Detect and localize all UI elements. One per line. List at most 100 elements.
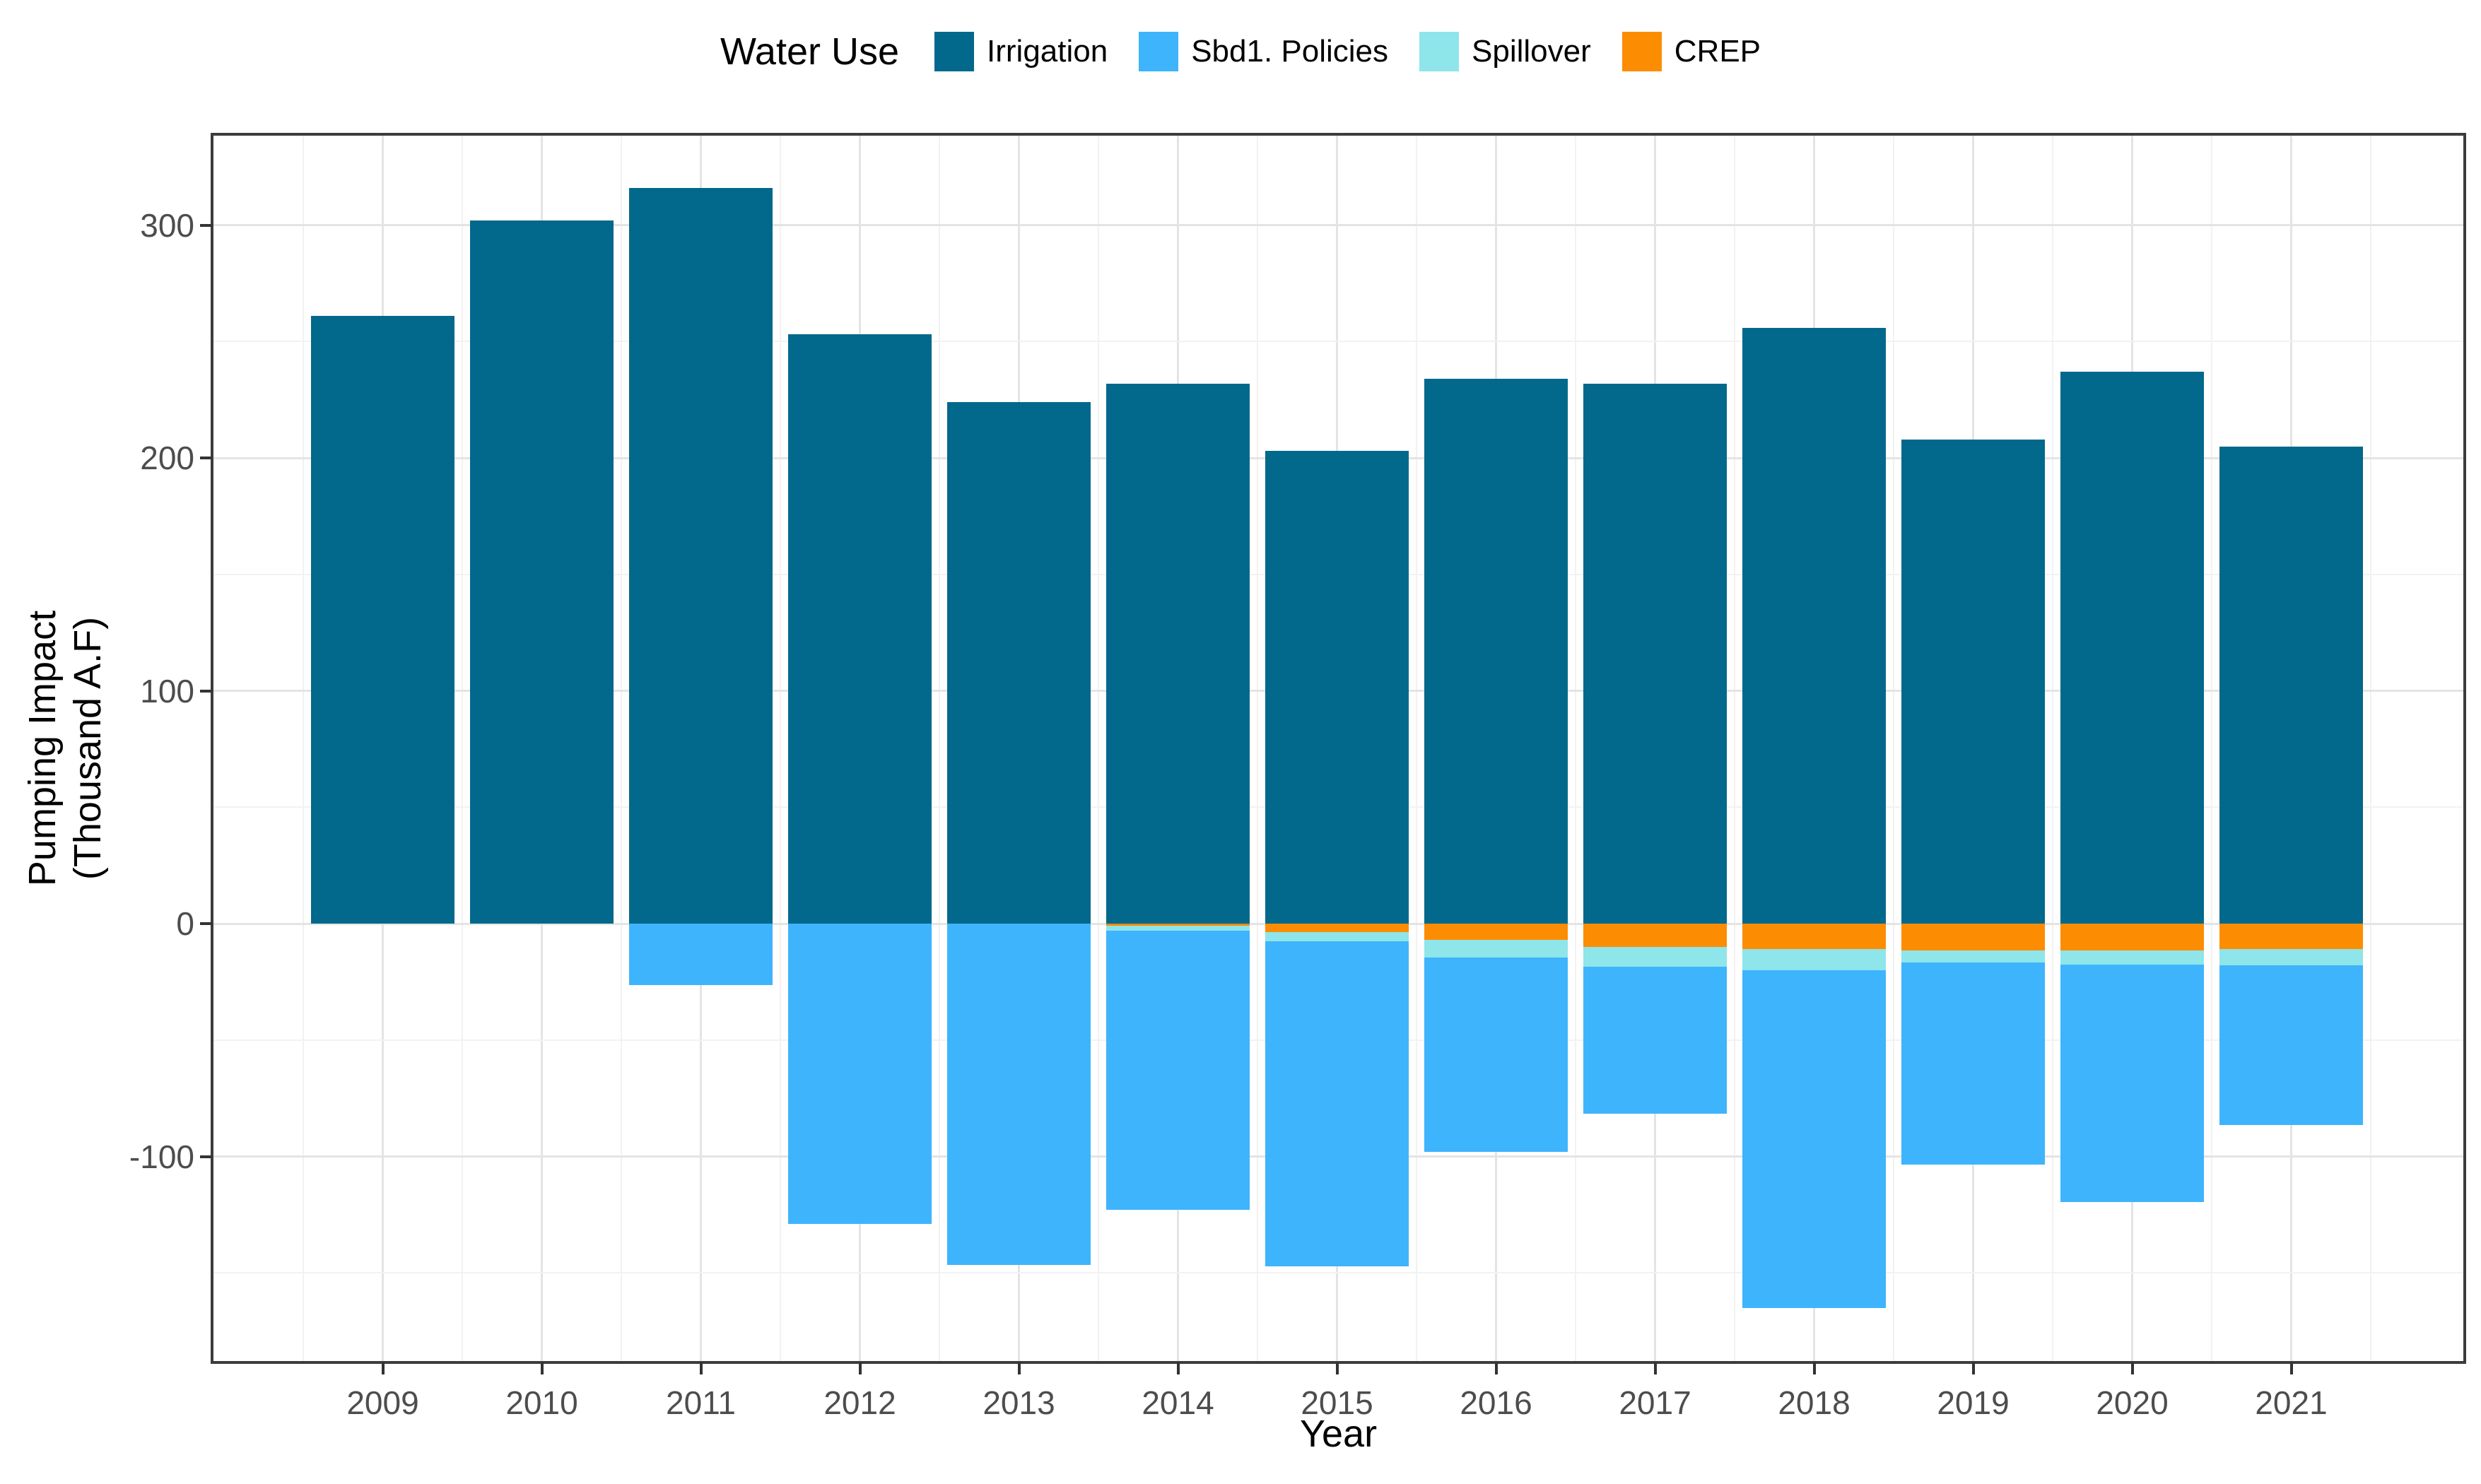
bar-irrigation-2020 [2060, 372, 2204, 924]
legend-item-crep: CREP [1621, 32, 1761, 71]
gridline-vertical-minor [939, 134, 940, 1362]
bar-irrigation-2010 [470, 220, 614, 924]
y-tick-label: 100 [140, 672, 194, 709]
y-tick-mark [200, 223, 212, 227]
x-tick-label: 2019 [1937, 1384, 2010, 1421]
x-tick-mark [381, 1362, 385, 1374]
x-tick-label: 2016 [1460, 1384, 1532, 1421]
x-tick-label: 2020 [2096, 1384, 2169, 1421]
gridline-vertical-minor [1734, 134, 1735, 1362]
bar-spillover-2015 [1265, 931, 1409, 941]
gridline-vertical-minor [1257, 134, 1258, 1362]
bar-sbd1-policies-2012 [788, 924, 932, 1225]
legend-label: CREP [1674, 34, 1761, 69]
x-tick-mark [540, 1362, 544, 1374]
gridline-vertical-minor [1416, 134, 1417, 1362]
bar-irrigation-2013 [947, 401, 1091, 924]
gridline-vertical-minor [780, 134, 781, 1362]
legend-label: Irrigation [987, 34, 1108, 69]
bar-sbd1-policies-2013 [947, 924, 1091, 1265]
bar-crep-2015 [1265, 924, 1409, 932]
x-tick-mark [1176, 1362, 1180, 1374]
bar-irrigation-2011 [629, 187, 773, 924]
x-tick-mark [858, 1362, 862, 1374]
x-axis-title: Year [1299, 1413, 1378, 1455]
x-tick-mark [1017, 1362, 1021, 1374]
bar-irrigation-2012 [788, 334, 932, 924]
legend-item-irrigation: Irrigation [934, 32, 1108, 71]
legend-label: Sbd1. Policies [1191, 34, 1389, 69]
bar-crep-2020 [2060, 924, 2204, 951]
gridline-horizontal-minor [212, 341, 2465, 343]
x-tick-mark [1335, 1362, 1339, 1374]
x-tick-label: 2012 [823, 1384, 896, 1421]
x-tick-label: 2014 [1142, 1384, 1214, 1421]
plot-panel [212, 134, 2465, 1362]
y-tick-mark [200, 457, 212, 460]
bar-sbd1-policies-2018 [1742, 970, 1886, 1308]
x-tick-label: 2021 [2255, 1384, 2328, 1421]
legend-item-spillover: Spillover [1419, 32, 1591, 71]
x-tick-label: 2009 [346, 1384, 419, 1421]
bar-irrigation-2016 [1424, 379, 1568, 924]
bar-crep-2021 [2219, 924, 2363, 950]
bar-crep-2019 [1901, 924, 2045, 951]
legend-swatch [1621, 32, 1662, 71]
bar-crep-2016 [1424, 924, 1568, 941]
legend-swatch [1139, 32, 1179, 71]
bar-spillover-2016 [1424, 940, 1568, 958]
bar-spillover-2019 [1901, 950, 2045, 962]
bar-irrigation-2017 [1583, 383, 1727, 924]
gridline-horizontal-minor [212, 1272, 2465, 1274]
x-tick-mark [699, 1362, 703, 1374]
bar-crep-2018 [1742, 924, 1886, 950]
bar-sbd1-policies-2019 [1901, 962, 2045, 1165]
bar-spillover-2020 [2060, 950, 2204, 965]
bar-sbd1-policies-2017 [1583, 967, 1727, 1114]
x-tick-mark [2130, 1362, 2134, 1374]
bar-sbd1-policies-2021 [2219, 965, 2363, 1126]
y-tick-label: 300 [140, 206, 194, 244]
gridline-vertical-minor [462, 134, 463, 1362]
gridline-vertical-minor [2370, 134, 2371, 1362]
gridline-vertical-minor [303, 134, 304, 1362]
x-tick-label: 2017 [1619, 1384, 1691, 1421]
legend-label: Spillover [1472, 34, 1591, 69]
x-tick-mark [1812, 1362, 1816, 1374]
bar-sbd1-policies-2020 [2060, 964, 2204, 1202]
bar-spillover-2018 [1742, 949, 1886, 971]
gridline-vertical-minor [2052, 134, 2053, 1362]
x-tick-mark [2289, 1362, 2293, 1374]
y-tick-label: 0 [176, 905, 194, 943]
bar-irrigation-2014 [1106, 383, 1250, 924]
bar-spillover-2014 [1106, 926, 1250, 931]
x-tick-mark [1494, 1362, 1498, 1374]
bar-sbd1-policies-2016 [1424, 957, 1568, 1153]
y-tick-label: 200 [140, 440, 194, 477]
y-tick-mark [200, 922, 212, 926]
bar-irrigation-2021 [2219, 446, 2363, 924]
gridline-vertical-minor [1893, 134, 1894, 1362]
bar-crep-2017 [1583, 924, 1727, 948]
legend-swatch [1419, 32, 1460, 71]
bar-crep-2014 [1106, 924, 1250, 926]
x-tick-mark [1653, 1362, 1657, 1374]
y-tick-label: -100 [129, 1138, 194, 1175]
gridline-horizontal-major [212, 224, 2465, 227]
bar-spillover-2021 [2219, 949, 2363, 966]
bar-sbd1-policies-2011 [629, 924, 773, 986]
gridline-vertical-minor [1098, 134, 1099, 1362]
y-tick-mark [200, 1155, 212, 1158]
x-tick-label: 2018 [1778, 1384, 1851, 1421]
gridline-vertical-minor [1575, 134, 1576, 1362]
y-tick-mark [200, 689, 212, 693]
bar-sbd1-policies-2014 [1106, 931, 1250, 1211]
gridline-vertical-minor [2211, 134, 2212, 1362]
legend-title: Water Use [720, 30, 900, 73]
bar-irrigation-2019 [1901, 439, 2045, 924]
bar-sbd1-policies-2015 [1265, 941, 1409, 1266]
gridline-vertical-minor [621, 134, 622, 1362]
legend: Water Use Irrigation Sbd1. Policies Spillo… [0, 30, 2481, 73]
x-tick-label: 2010 [505, 1384, 578, 1421]
